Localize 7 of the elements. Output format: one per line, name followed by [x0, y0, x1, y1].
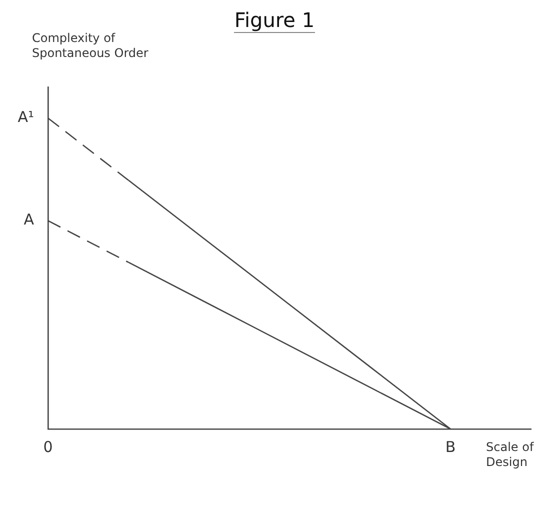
y-axis-title: Complexity of Spontaneous Order	[32, 31, 148, 60]
x-tick-label: 0	[43, 438, 53, 456]
annotation: A	[24, 210, 35, 229]
chart-title: Figure 1	[234, 8, 315, 33]
x-axis-title: Scale of Design	[486, 440, 534, 469]
x-tick-label: B	[445, 438, 456, 456]
annotation: A¹	[18, 108, 34, 126]
